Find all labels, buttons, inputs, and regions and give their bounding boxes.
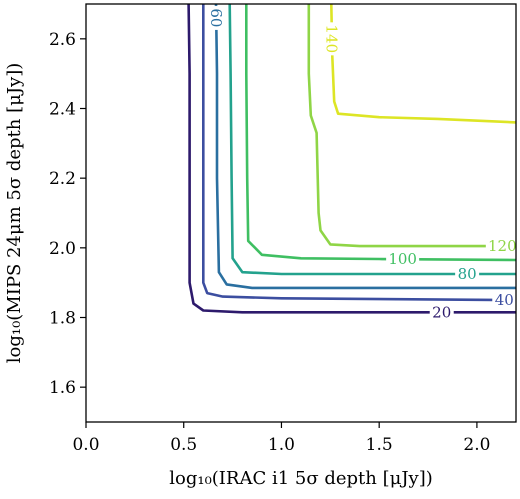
- contour-label-background: [207, 5, 224, 30]
- contour-label-120: 120: [488, 237, 517, 255]
- x-tick-label: 1.5: [366, 435, 393, 455]
- y-tick-label: 1.8: [49, 309, 76, 329]
- contour-label-background: [492, 292, 517, 309]
- y-tick-label: 1.6: [49, 378, 76, 398]
- contour-label-background: [455, 265, 480, 282]
- contour-label-140: 140: [322, 25, 340, 54]
- contour-label-20: 20: [432, 303, 451, 321]
- contour-line-140: [330, 3, 517, 124]
- y-tick-label: 2.2: [49, 169, 76, 189]
- x-tick-label: 0.5: [170, 435, 197, 455]
- x-tick-label: 1.0: [268, 435, 295, 455]
- y-axis-label: log₁₀(MIPS 24μm 5σ depth [μJy]): [4, 63, 25, 364]
- contour-line-120: [307, 4, 516, 248]
- y-tick-label: 2.4: [49, 100, 76, 120]
- contour-label-background: [429, 304, 454, 321]
- contour-label-background: [386, 250, 420, 267]
- y-tick-label: 2.0: [49, 239, 76, 259]
- x-tick-label: 0.0: [72, 435, 99, 455]
- contour-line-100: [245, 4, 517, 262]
- contour-lines: [187, 3, 517, 314]
- contour-label-background: [485, 238, 519, 255]
- y-axis-ticks: 1.6 1.8 2.0 2.2 2.4 2.6: [49, 30, 86, 398]
- plot-frame: [85, 3, 517, 423]
- contour-label-100: 100: [388, 250, 417, 268]
- contour-label-background: [323, 22, 340, 56]
- contour-line-60: [214, 3, 516, 290]
- contour-line-40: [202, 4, 517, 302]
- x-axis-ticks: 0.0 0.5 1.0 1.5 2.0: [72, 422, 490, 455]
- x-axis-label: log₁₀(IRAC i1 5σ depth [μJy]): [169, 468, 433, 489]
- contour-line-80: [228, 3, 516, 276]
- y-tick-label: 2.6: [49, 30, 76, 50]
- contour-label-40: 40: [495, 291, 514, 309]
- contour-line-20: [187, 3, 516, 314]
- contour-label-60: 60: [207, 8, 225, 27]
- contour-labels: 20 40 60 80 100 120 140: [207, 5, 519, 321]
- x-tick-label: 2.0: [463, 435, 490, 455]
- contour-label-80: 80: [458, 265, 477, 283]
